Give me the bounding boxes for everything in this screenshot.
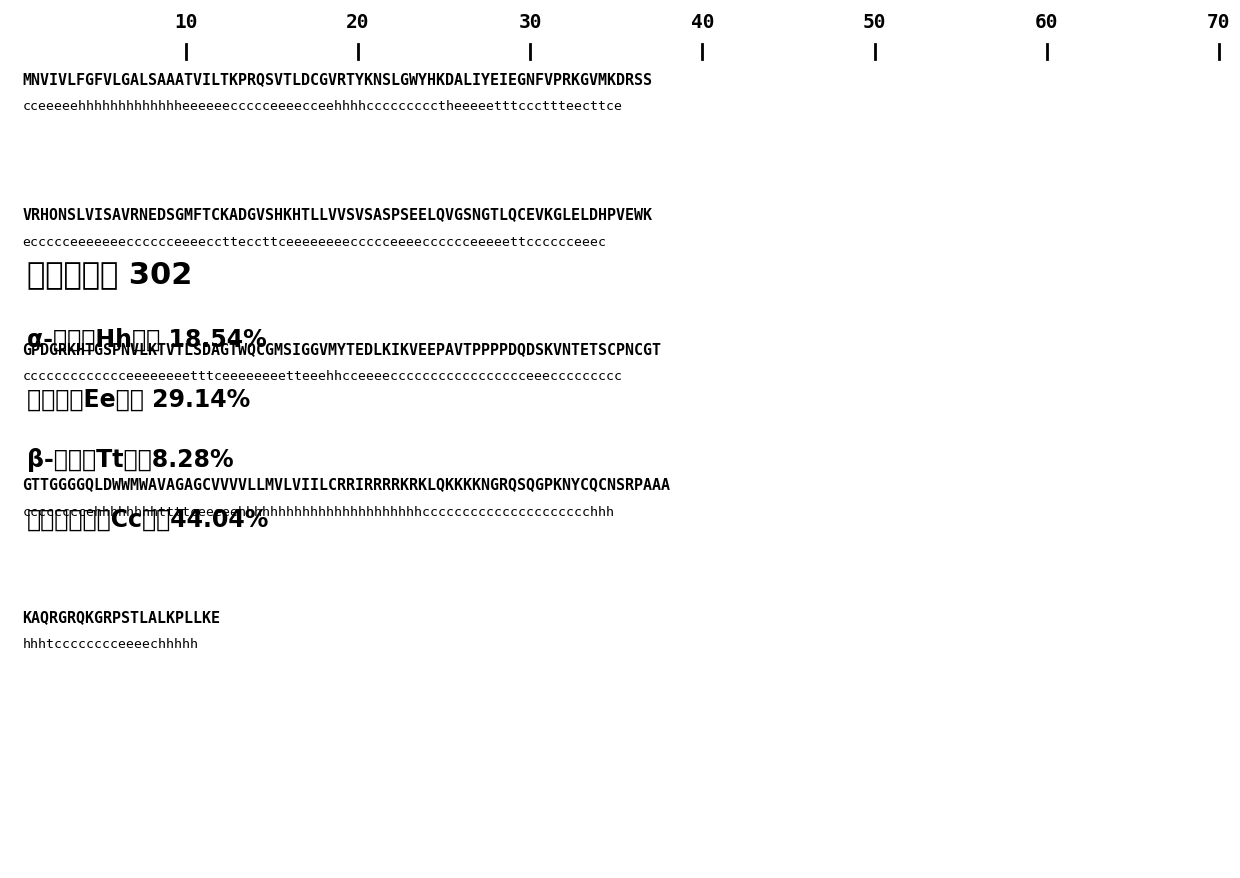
- Text: 50: 50: [863, 12, 887, 32]
- Text: α-蝶旋（Hh）： 18.54%: α-蝶旋（Hh）： 18.54%: [27, 327, 267, 351]
- Text: GPDGRKHTGSPNVLKTVTLSDAGTWQCGMSIGGVMYTEDLKIKVEEPAVTPPPPDQDSKVNTETSCPNCGT: GPDGRKHTGSPNVLKTVTLSDAGTWQCGMSIGGVMYTEDL…: [22, 342, 661, 357]
- Text: 序列长度： 302: 序列长度： 302: [27, 260, 192, 289]
- Text: β-转角（Tt）：8.28%: β-转角（Tt）：8.28%: [27, 448, 234, 471]
- Text: cceeeeehhhhhhhhhhhhheeeeeeccccceeeecceehhhhccccccccctheeeeetttcccttteecttce: cceeeeehhhhhhhhhhhhheeeeeeccccceeeecceeh…: [22, 100, 622, 113]
- Text: 10: 10: [174, 12, 197, 32]
- Text: VRHONSLVISAVRNEDSGMFTCKADGVSHKHTLLVVSVSASPSEELQVGSNGTLQCEVKGLELDHPVEWK: VRHONSLVISAVRNEDSGMFTCKADGVSHKHTLLVVSVSA…: [22, 207, 652, 222]
- Text: 40: 40: [691, 12, 714, 32]
- Text: KAQRGRQKGRPSTLALKPLLKE: KAQRGRQKGRPSTLALKPLLKE: [22, 610, 221, 625]
- Text: 延伸链（Ee）： 29.14%: 延伸链（Ee）： 29.14%: [27, 387, 250, 412]
- Text: ccccccccccccceeeeeeeetttceeeeeeeetteeehhcceeeeccccccccccccccccceeeccccccccc: ccccccccccccceeeeeeeetttceeeeeeeetteeehh…: [22, 371, 622, 383]
- Text: 60: 60: [1035, 12, 1059, 32]
- Text: 30: 30: [518, 12, 542, 32]
- Text: 70: 70: [1208, 12, 1231, 32]
- Text: 无规则卷曲（Cc）：44.04%: 无规则卷曲（Cc）：44.04%: [27, 507, 269, 531]
- Text: hhhtcccccccceeeechhhhh: hhhtcccccccceeeechhhhh: [22, 637, 198, 651]
- Text: GTTGGGGQLDWWMWAVAGAGCVVVVLLMVLVIILCRRIRRRRKRKLQKKKKNGRQSQGPKNYCQCNSRPAAA: GTTGGGGQLDWWMWAVAGAGCVVVVLLMVLVIILCRRIRR…: [22, 477, 671, 492]
- Text: MNVIVLFGFVLGALSAAATVILTKPRQSVTLDCGVRTYKNSLGWYHKDALIYEIEGNFVPRKGVMKDRSS: MNVIVLFGFVLGALSAAATVILTKPRQSVTLDCGVRTYKN…: [22, 72, 652, 88]
- Text: eccccceeeeeeecccccceeeecctteccttceeeeeeeeccccceeeecccccceeeeettcccccceeec: eccccceeeeeeecccccceeeecctteccttceeeeeee…: [22, 235, 606, 248]
- Text: ccccccccehhhhhhhhttttceeeeehhhhhhhhhhhhhhhhhhhhhhhccccccccccccccccccccchhh: ccccccccehhhhhhhhttttceeeeehhhhhhhhhhhhh…: [22, 505, 614, 518]
- Text: 20: 20: [346, 12, 370, 32]
